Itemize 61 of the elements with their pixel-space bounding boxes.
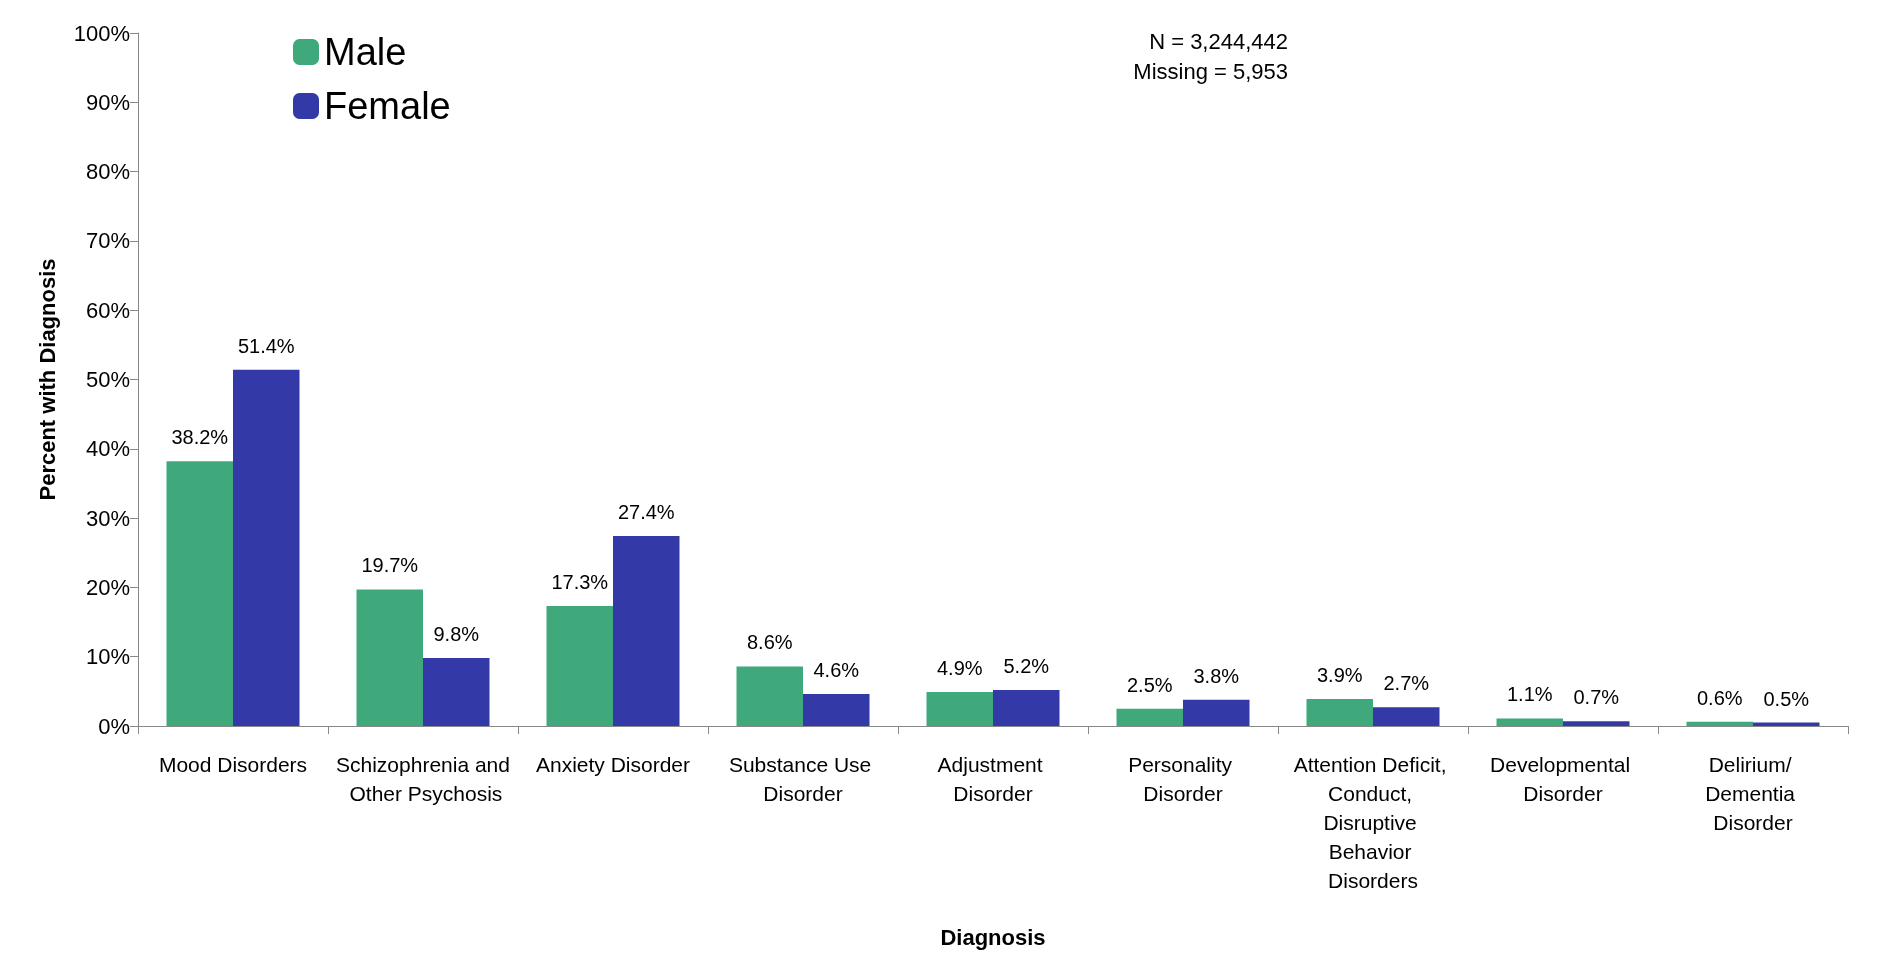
annotation: Missing = 5,953: [1133, 58, 1288, 84]
bar: [356, 589, 423, 726]
annotation: N = 3,244,442: [1149, 28, 1289, 54]
data-label: 9.8%: [433, 623, 480, 646]
data-label: 17.3%: [551, 571, 609, 594]
data-label: 8.6%: [746, 631, 793, 654]
data-label: 4.9%: [936, 657, 983, 680]
data-label: 19.7%: [361, 554, 419, 577]
x-tick-label: Mood Disorders: [158, 753, 308, 776]
data-label: 38.2%: [171, 426, 229, 449]
y-tick-label: 50%: [85, 367, 130, 392]
bar: [1183, 699, 1250, 726]
data-label: 2.5%: [1126, 673, 1173, 696]
bar: [803, 694, 870, 726]
bar: [1496, 718, 1563, 726]
y-tick-label: 40%: [85, 436, 130, 462]
y-tick-label: 100%: [73, 20, 130, 46]
data-label: 0.7%: [1573, 686, 1620, 709]
data-label: 3.8%: [1193, 664, 1240, 687]
data-label: 4.6%: [813, 659, 860, 682]
x-axis-title: Diagnosis: [940, 924, 1046, 950]
x-tick-label: Delirium/ Dementia Disorder: [1705, 753, 1801, 834]
bar: [613, 536, 680, 726]
x-tick-label: Substance Use Disorder: [728, 753, 878, 805]
bar: [166, 461, 233, 726]
legend-label: Female: [324, 85, 451, 127]
y-tick-label: 20%: [85, 574, 130, 600]
data-label: 1.1%: [1506, 683, 1553, 706]
data-label: 0.5%: [1763, 687, 1810, 710]
bar: [926, 692, 993, 726]
bar: [1686, 721, 1753, 726]
y-tick-label: 80%: [85, 159, 130, 185]
data-label: 27.4%: [617, 501, 675, 524]
x-tick-label: Schizophrenia and Other Psychosis: [336, 753, 510, 805]
bar: [1116, 708, 1183, 726]
bar: [233, 369, 300, 726]
x-tick-label: Attention Deficit, Conduct, Disruptive Behavior Disorders: [1293, 753, 1453, 892]
data-label: 51.4%: [237, 334, 295, 357]
y-tick-label: 10%: [85, 644, 130, 670]
x-tick-label: Developmental Disorder: [1490, 753, 1636, 805]
bar: [1563, 721, 1630, 726]
data-label: 2.7%: [1383, 672, 1430, 695]
data-label: 3.9%: [1316, 663, 1363, 686]
y-axis-title: Percent with Diagnosis: [34, 258, 60, 501]
y-tick-label: 90%: [85, 89, 130, 115]
y-tick-label: 70%: [85, 228, 130, 254]
x-tick-label: Adjustment Disorder: [937, 753, 1049, 805]
bar: [736, 666, 803, 726]
x-tick-label: Personality Disorder: [1128, 753, 1238, 805]
bar: [1373, 707, 1440, 726]
y-tick-label: 0%: [98, 713, 130, 739]
data-label: 0.6%: [1696, 686, 1743, 709]
bar: [1306, 698, 1373, 726]
bar: [546, 606, 613, 726]
legend-label: Male: [324, 31, 407, 73]
x-tick-label: Anxiety Disorder: [535, 753, 691, 776]
data-label: 5.2%: [1003, 654, 1050, 677]
y-tick-label: 30%: [85, 505, 130, 531]
bar: [423, 658, 490, 726]
y-tick-label: 60%: [85, 297, 130, 323]
bar: [993, 689, 1060, 726]
